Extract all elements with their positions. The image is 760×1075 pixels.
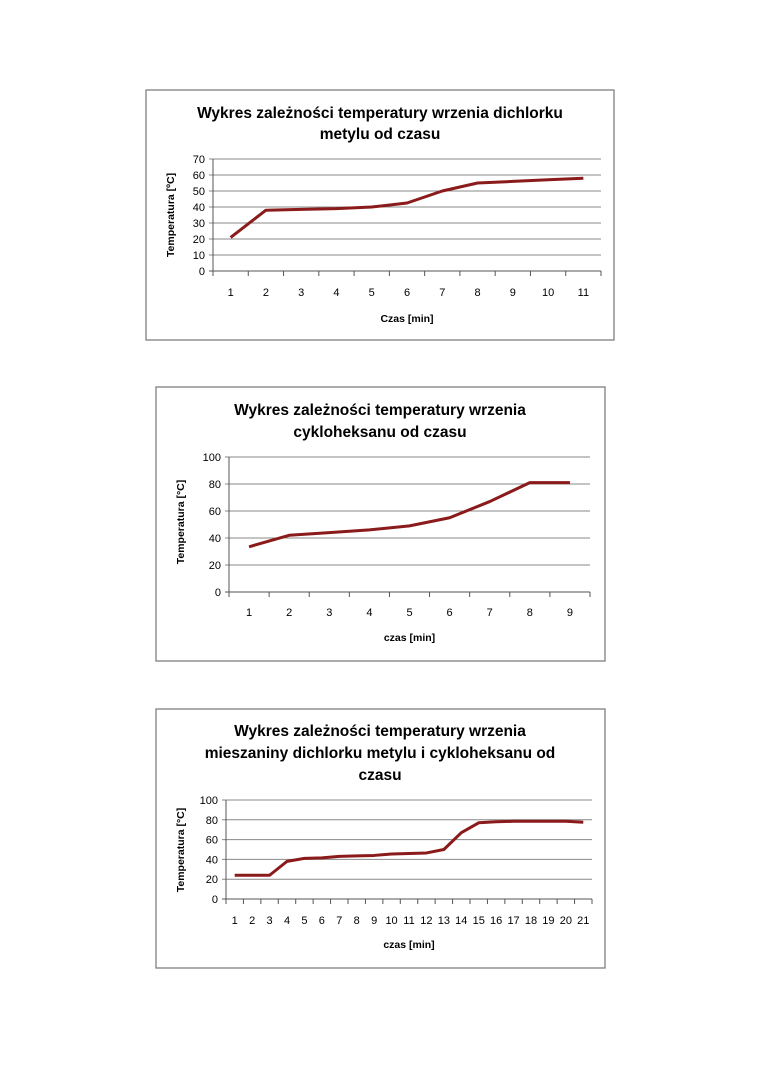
chart-title-line: Wykres zależności temperatury wrzenia (234, 402, 526, 419)
y-tick-label: 80 (206, 815, 218, 827)
y-tick-label: 0 (215, 587, 221, 599)
x-tick-label: 6 (319, 915, 325, 927)
x-tick-label: 4 (333, 287, 339, 299)
y-axis-title: Temperatura [°C] (175, 808, 187, 893)
x-tick-label: 8 (354, 915, 360, 927)
x-tick-label: 7 (336, 915, 342, 927)
x-tick-label: 5 (369, 287, 375, 299)
x-tick-label: 15 (473, 915, 485, 927)
x-tick-label: 3 (298, 287, 304, 299)
x-tick-label: 14 (455, 915, 467, 927)
x-tick-label: 4 (366, 607, 372, 619)
y-tick-label: 40 (209, 533, 221, 545)
x-tick-label: 2 (286, 607, 292, 619)
y-tick-label: 0 (199, 266, 205, 278)
x-axis-title: czas [min] (384, 632, 435, 644)
x-tick-label: 7 (439, 287, 445, 299)
x-tick-label: 3 (326, 607, 332, 619)
chart-2: Wykres zależności temperatury wrzenia cyk… (155, 386, 606, 662)
x-tick-label: 1 (228, 287, 234, 299)
x-tick-label: 9 (567, 607, 573, 619)
chart-frame (155, 386, 606, 662)
x-tick-label: 6 (404, 287, 410, 299)
x-tick-label: 17 (507, 915, 519, 927)
y-tick-label: 40 (206, 854, 218, 866)
x-tick-label: 8 (474, 287, 480, 299)
x-tick-label: 2 (249, 915, 255, 927)
x-tick-label: 2 (263, 287, 269, 299)
y-tick-label: 50 (193, 186, 205, 198)
x-tick-label: 1 (232, 915, 238, 927)
x-tick-label: 10 (542, 287, 554, 299)
x-tick-label: 7 (487, 607, 493, 619)
x-tick-label: 3 (267, 915, 273, 927)
x-tick-label: 5 (301, 915, 307, 927)
chart-1: Wykres zależności temperatury wrzenia di… (145, 89, 615, 341)
x-tick-label: 11 (403, 915, 414, 927)
y-tick-label: 20 (193, 234, 205, 246)
x-axis-title: czas [min] (383, 939, 434, 951)
x-tick-label: 13 (438, 915, 450, 927)
x-tick-label: 18 (525, 915, 537, 927)
x-tick-label: 9 (371, 915, 377, 927)
chart-title-line: czasu (358, 767, 401, 784)
y-tick-label: 100 (200, 795, 218, 807)
chart-title-line: mieszaniny dichlorku metylu i cykloheksa… (205, 745, 556, 762)
chart-title-line: Wykres zależności temperatury wrzenia di… (197, 105, 563, 122)
y-axis-title: Temperatura [°C] (175, 480, 187, 565)
y-tick-label: 40 (193, 202, 205, 214)
y-tick-label: 60 (193, 170, 205, 182)
y-tick-label: 100 (203, 452, 221, 464)
y-tick-label: 70 (193, 154, 205, 166)
y-tick-label: 10 (193, 250, 205, 262)
x-tick-label: 20 (560, 915, 572, 927)
y-tick-label: 0 (212, 894, 218, 906)
y-tick-label: 80 (209, 479, 221, 491)
chart-title-line: cykloheksanu od czasu (293, 424, 466, 441)
x-tick-label: 6 (447, 607, 453, 619)
x-tick-label: 11 (578, 287, 589, 299)
y-tick-label: 20 (209, 560, 221, 572)
y-tick-label: 60 (206, 835, 218, 847)
x-tick-label: 5 (406, 607, 412, 619)
y-tick-label: 30 (193, 218, 205, 230)
x-axis-title: Czas [min] (380, 313, 433, 325)
x-tick-label: 12 (420, 915, 432, 927)
chart-title-line: metylu od czasu (320, 126, 441, 143)
chart-3: Wykres zależności temperatury wrzenia mie… (155, 708, 606, 969)
x-tick-label: 9 (510, 287, 516, 299)
x-tick-label: 21 (577, 915, 589, 927)
x-tick-label: 1 (246, 607, 252, 619)
x-tick-label: 8 (527, 607, 533, 619)
y-tick-label: 20 (206, 874, 218, 886)
x-tick-label: 16 (490, 915, 502, 927)
x-tick-label: 4 (284, 915, 290, 927)
y-tick-label: 60 (209, 506, 221, 518)
x-tick-label: 19 (542, 915, 554, 927)
y-axis-title: Temperatura [ºC] (165, 173, 177, 257)
chart-frame (145, 89, 615, 341)
chart-frame (155, 708, 606, 969)
chart-title-line: Wykres zależności temperatury wrzenia (234, 723, 526, 740)
x-tick-label: 10 (385, 915, 397, 927)
